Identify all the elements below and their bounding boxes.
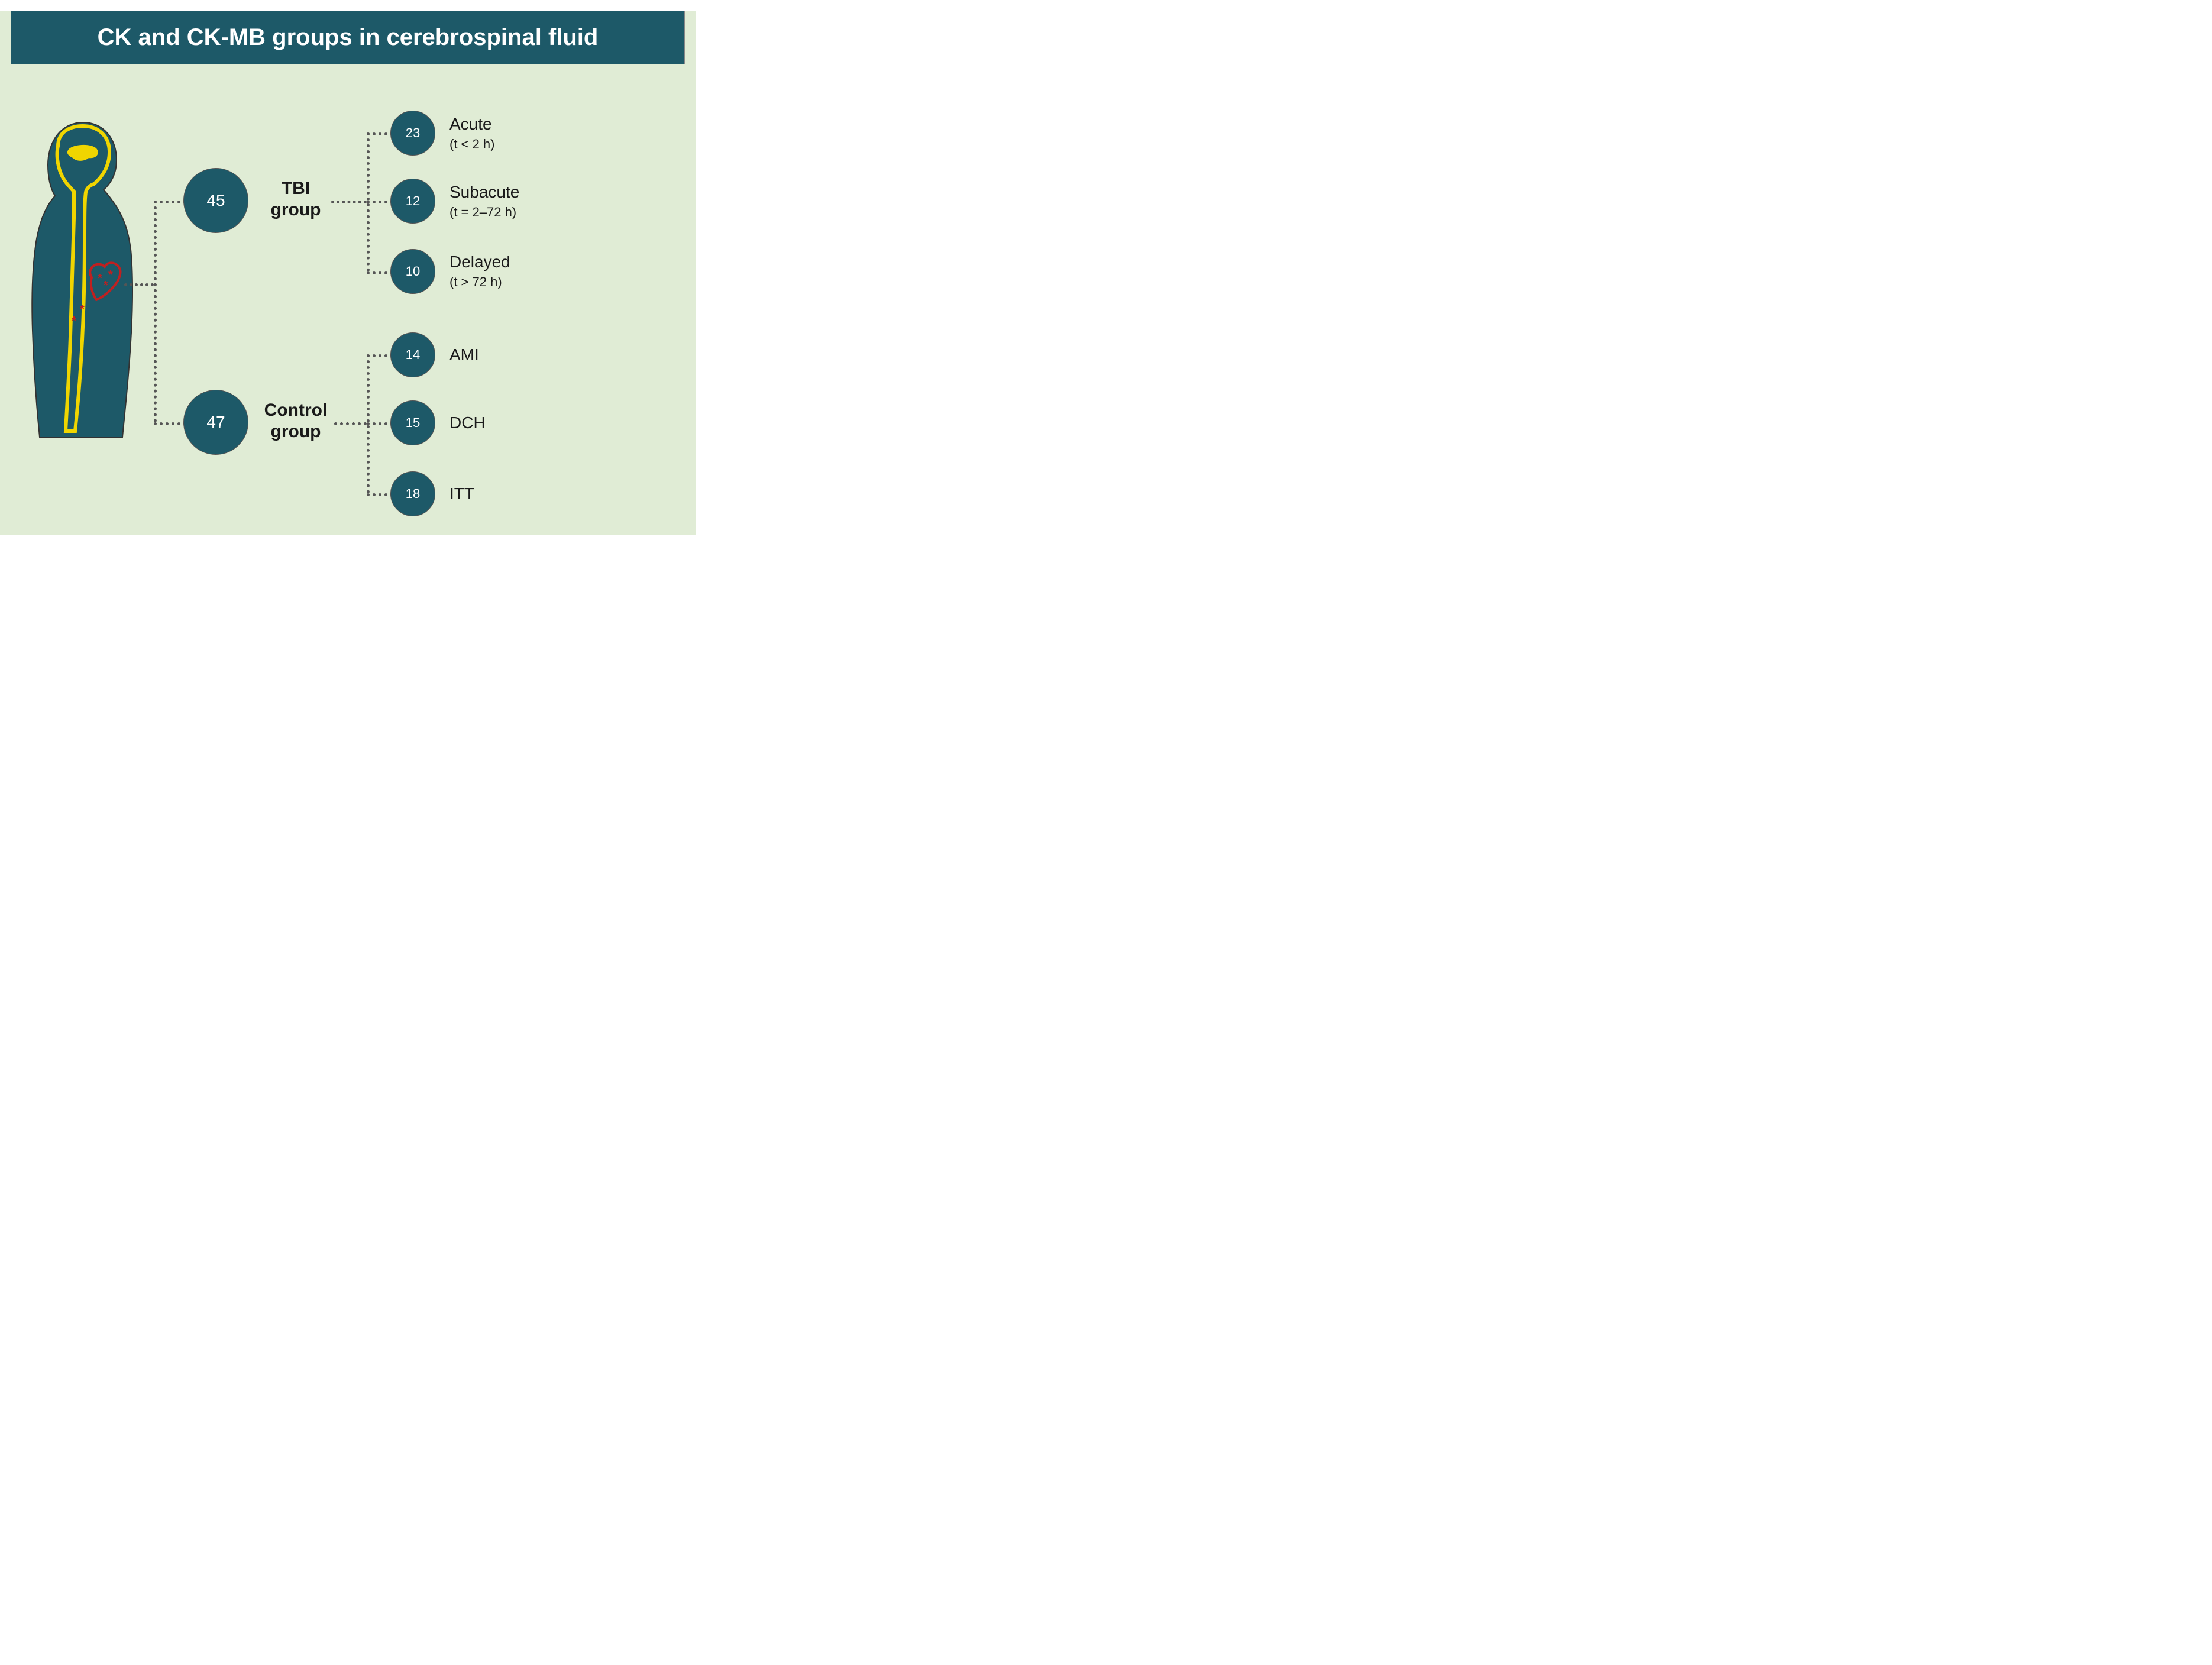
control-dch-circle: 15 — [390, 400, 435, 445]
connector-line — [367, 422, 393, 425]
tbi-acute-label: Acute (t < 2 h) — [449, 115, 494, 153]
tbi-delayed-label: Delayed (t > 72 h) — [449, 253, 510, 290]
control-group-label: Control group — [257, 400, 334, 442]
diagram-title: CK and CK-MB groups in cerebrospinal flu… — [11, 11, 685, 64]
control-count: 47 — [206, 413, 225, 432]
connector-line — [154, 201, 157, 422]
human-figure-icon: * * * * * — [21, 118, 145, 443]
connector-line — [331, 201, 367, 203]
control-ami-circle: 14 — [390, 332, 435, 377]
svg-text:*: * — [104, 279, 108, 292]
connector-line — [367, 271, 393, 274]
connector-line — [154, 201, 186, 203]
control-ami-label: AMI — [449, 345, 479, 364]
diagram-container: CK and CK-MB groups in cerebrospinal flu… — [0, 11, 696, 535]
tbi-group-label: TBI group — [260, 178, 331, 221]
control-count-circle: 47 — [183, 390, 248, 455]
svg-text:*: * — [98, 272, 102, 285]
control-itt-label: ITT — [449, 484, 474, 503]
connector-line — [367, 493, 393, 496]
connector-line — [367, 201, 393, 203]
control-dch-label: DCH — [449, 413, 486, 432]
control-itt-circle: 18 — [390, 471, 435, 516]
tbi-subacute-label: Subacute (t = 2–72 h) — [449, 183, 519, 221]
svg-text:*: * — [80, 303, 85, 316]
svg-text:*: * — [108, 269, 113, 282]
connector-line — [367, 354, 393, 357]
connector-line — [334, 422, 367, 425]
connector-line — [124, 283, 154, 286]
svg-text:*: * — [72, 315, 76, 328]
tbi-subacute-circle: 12 — [390, 179, 435, 224]
connector-line — [367, 132, 393, 135]
tbi-acute-circle: 23 — [390, 111, 435, 156]
tbi-count-circle: 45 — [183, 168, 248, 233]
connector-line — [154, 422, 186, 425]
tbi-delayed-circle: 10 — [390, 249, 435, 294]
diagram-content: * * * * * 45 TBI group — [0, 64, 696, 520]
tbi-count: 45 — [206, 191, 225, 210]
